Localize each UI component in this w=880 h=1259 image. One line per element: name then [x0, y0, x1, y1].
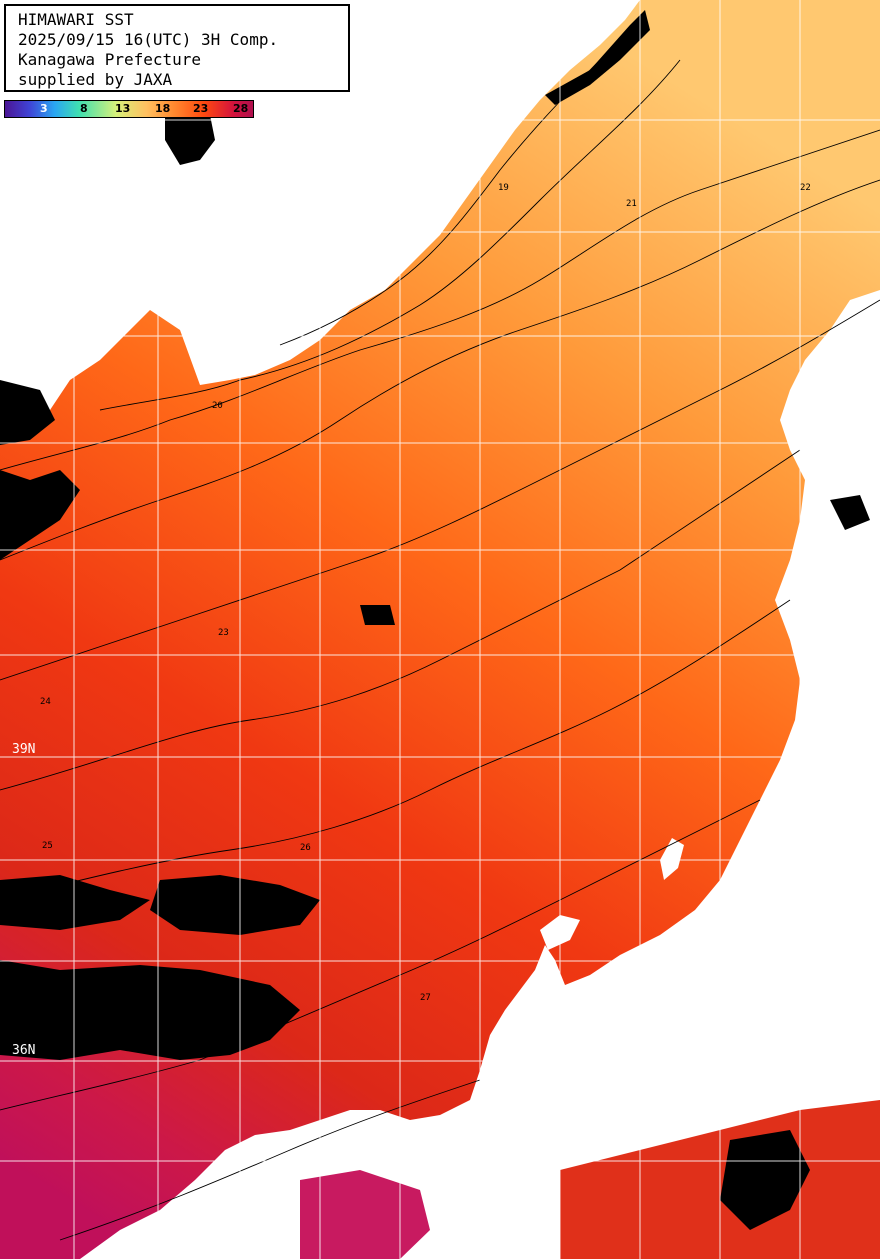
title-credit: supplied by JAXA — [18, 70, 173, 89]
contour-labels: 19 20 21 22 23 24 25 26 27 — [40, 183, 811, 1003]
title-box: HIMAWARI SST 2025/09/15 16(UTC) 3H Comp.… — [4, 4, 350, 92]
contour-label: 23 — [218, 628, 229, 638]
scale-tick-label: 18 — [155, 102, 171, 115]
contour-label: 21 — [626, 199, 637, 209]
title-prefecture: Kanagawa Prefecture — [18, 50, 202, 69]
color-scale-bar: 3 8 13 18 23 28 — [4, 100, 254, 118]
scale-tick-label: 28 — [233, 102, 249, 115]
contour-label: 24 — [40, 697, 51, 707]
title-satellite: HIMAWARI SST — [18, 10, 134, 29]
contour-label: 22 — [800, 183, 811, 193]
contour-label: 26 — [300, 843, 311, 853]
contour-label: 25 — [42, 841, 53, 851]
latitude-label-39n: 39N — [12, 742, 36, 757]
title-datetime: 2025/09/15 16(UTC) 3H Comp. — [18, 30, 279, 49]
isotherms — [0, 39, 880, 1241]
contour-label: 19 — [498, 183, 509, 193]
honshu — [80, 290, 880, 1259]
latitude-label-36n: 36N — [12, 1043, 36, 1058]
island — [660, 838, 684, 880]
contour-label: 27 — [420, 993, 431, 1003]
contour-label: 20 — [212, 401, 223, 411]
scale-tick-label: 13 — [115, 102, 131, 115]
scale-tick-label: 23 — [193, 102, 209, 115]
scale-tick-label: 8 — [80, 102, 88, 115]
scale-tick-label: 3 — [40, 102, 48, 115]
